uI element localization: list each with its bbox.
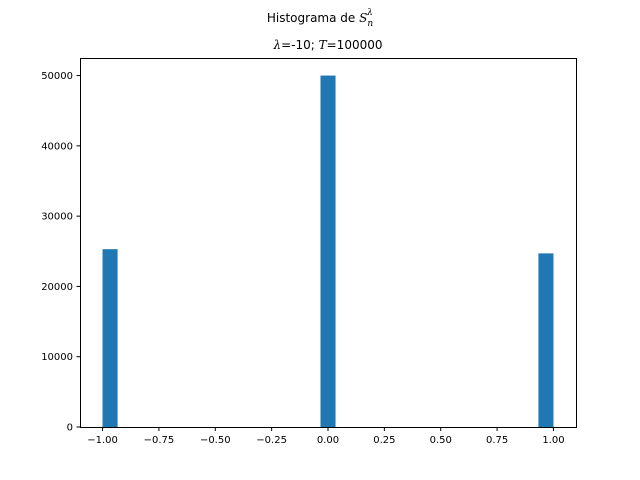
x-axis: −1.00 −0.75 −0.50 −0.25 0.00 0.25 0.50 0.75 1.00 [87, 427, 565, 446]
histogram-bar-2 [320, 75, 336, 428]
subtitle-t-value: =100000 [327, 38, 383, 52]
y-tick-label: 40000 [41, 141, 73, 152]
subtitle-lambda-value: =-10; [281, 38, 319, 52]
x-tick-label: −0.50 [200, 435, 231, 446]
x-tick-label: −0.25 [256, 435, 287, 446]
histogram-bar-3 [538, 253, 554, 427]
y-tick-label: 30000 [41, 212, 73, 223]
title-subscript: n [367, 19, 373, 29]
y-tick-label: 10000 [41, 352, 73, 363]
y-tick-label: 20000 [41, 282, 73, 293]
bars-group [102, 75, 554, 428]
chart-subtitle: λ=-10; T=100000 [272, 38, 382, 52]
chart-title: Histograma de Snλ [267, 8, 373, 29]
histogram-bar-1 [102, 249, 118, 427]
x-tick-label: −0.75 [144, 435, 175, 446]
y-axis: 0 10000 20000 30000 40000 50000 [41, 71, 81, 434]
title-prefix: Histograma de [267, 11, 359, 25]
x-tick-label: 1.00 [542, 435, 564, 446]
y-tick-label: 50000 [41, 71, 73, 82]
title-symbol: S [359, 11, 367, 25]
x-tick-label: 0.25 [373, 435, 395, 446]
y-tick-label: 0 [67, 423, 73, 434]
title-superscript: λ [366, 8, 373, 18]
x-tick-label: 0.50 [430, 435, 452, 446]
plot-frame [80, 58, 577, 428]
x-tick-label: 0.00 [317, 435, 339, 446]
subtitle-lambda-symbol: λ [272, 38, 281, 52]
x-tick-label: −1.00 [87, 435, 118, 446]
x-tick-label: 0.75 [486, 435, 508, 446]
subtitle-t-symbol: T [319, 38, 328, 52]
